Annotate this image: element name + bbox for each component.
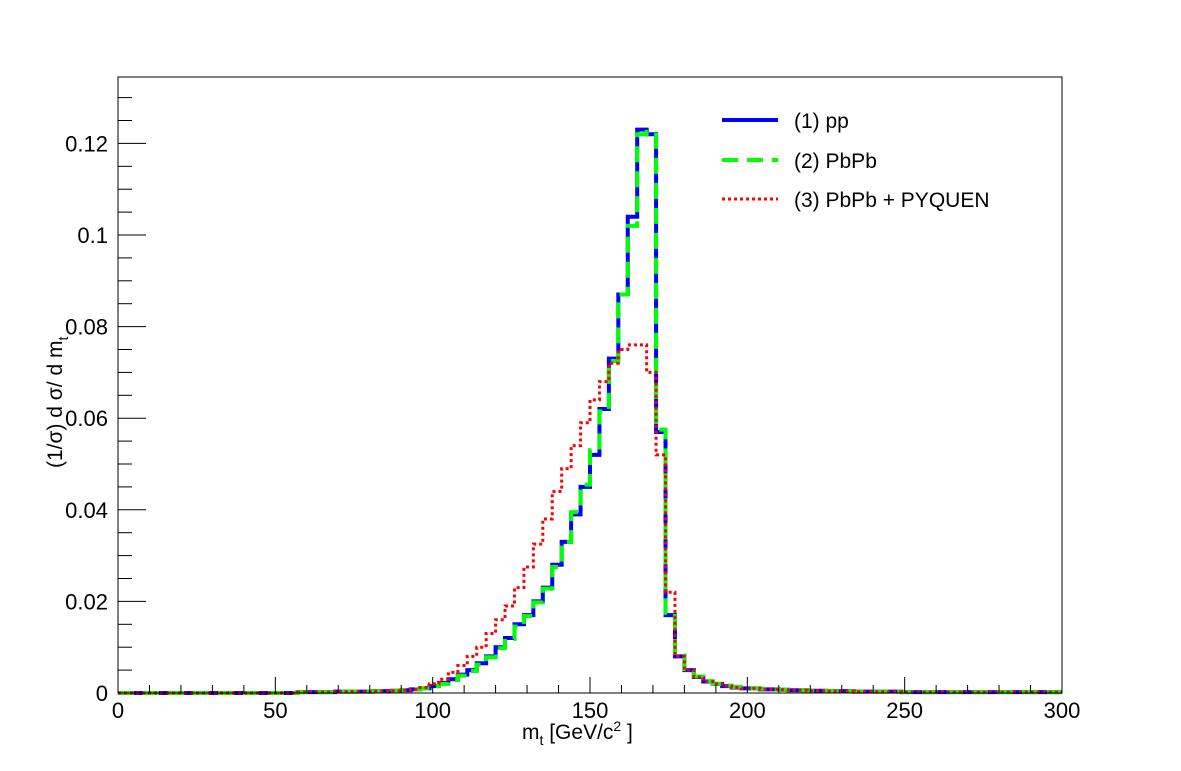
labels-layer: 0 50 100 150 200 250 300 0 0.02 0.04 0.06 0.08 0.1 0.…	[65, 131, 1080, 723]
x-axis-title-unit: [GeV/c	[543, 721, 613, 744]
x-tick-label: 150	[572, 698, 609, 723]
y-tick-label: 0.1	[77, 223, 108, 248]
legend: (1) pp (2) PbPb (3) PbPb + PYQUEN	[722, 110, 990, 212]
y-axis-title-sub: t	[55, 337, 71, 341]
y-axis-title: (1/σ) d σ/ d mt	[44, 337, 71, 468]
x-tick-label: 200	[729, 698, 766, 723]
legend-label-3: (3) PbPb + PYQUEN	[794, 189, 990, 212]
y-axis-title-text: (1/σ) d σ/ d m	[44, 341, 67, 468]
legend-label-1: (1) pp	[794, 110, 849, 133]
x-tick-label: 250	[886, 698, 923, 723]
y-tick-label: 0	[96, 681, 108, 706]
series-line-3	[118, 343, 1062, 695]
x-axis-title-sub: t	[540, 732, 544, 748]
y-tick-label: 0.08	[65, 315, 108, 340]
x-axis-title: mt [GeV/c2 ]	[522, 718, 633, 748]
x-tick-label: 100	[414, 698, 451, 723]
x-tick-label: 50	[263, 698, 287, 723]
x-tick-label: 300	[1044, 698, 1081, 723]
x-axis-title-unit-close: ]	[621, 721, 633, 744]
x-tick-label: 0	[112, 698, 124, 723]
x-axis-title-unit-sup: 2	[613, 718, 621, 734]
legend-label-2: (2) PbPb	[794, 150, 877, 173]
y-tick-label: 0.12	[65, 131, 108, 156]
series-line-2	[118, 129, 1062, 695]
series-layer	[118, 127, 1062, 695]
ticks-layer	[117, 97, 1063, 694]
y-tick-label: 0.04	[65, 498, 108, 523]
y-tick-label: 0.02	[65, 589, 108, 614]
x-axis-title-base: m	[522, 721, 540, 744]
y-tick-label: 0.06	[65, 406, 108, 431]
